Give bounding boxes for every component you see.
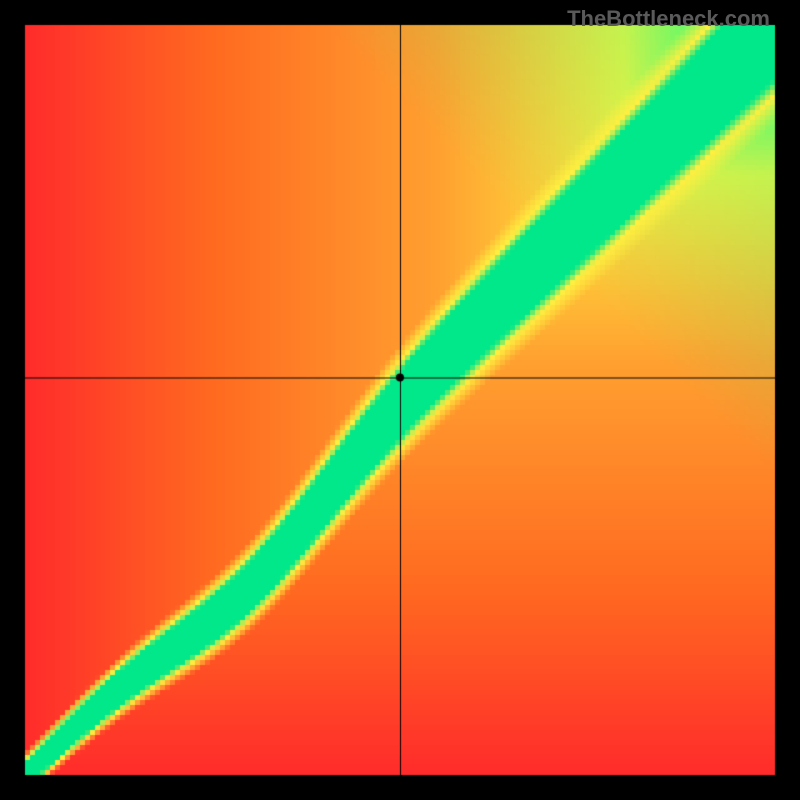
watermark-label: TheBottleneck.com [567, 6, 770, 32]
chart-container: TheBottleneck.com [0, 0, 800, 800]
heatmap-canvas [0, 0, 800, 800]
